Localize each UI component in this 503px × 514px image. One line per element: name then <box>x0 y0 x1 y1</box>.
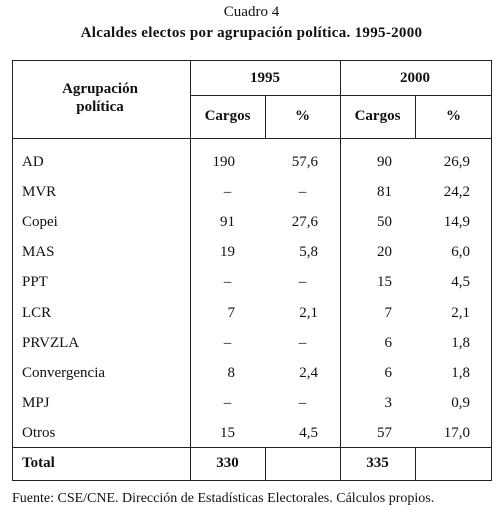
rule <box>12 138 492 139</box>
cell: 90 <box>377 154 392 170</box>
rule <box>12 480 492 481</box>
row-label: MAS <box>22 244 55 261</box>
column-header: % <box>446 108 461 124</box>
total-value: 330 <box>216 455 239 471</box>
cell: 15 <box>377 274 392 291</box>
cell: 7 <box>227 304 236 321</box>
cell: 91 <box>220 214 235 231</box>
cell: 50 <box>377 214 392 231</box>
group-header: Agrupación política <box>62 81 138 115</box>
cell: 1,8 <box>451 364 470 381</box>
total-label: Total <box>22 455 55 471</box>
column-header: Cargos <box>354 108 401 124</box>
cell: 17,0 <box>443 424 470 441</box>
rule <box>415 447 416 481</box>
rule <box>12 60 13 481</box>
row-label: MVR <box>22 184 57 201</box>
cell: 57 <box>377 424 392 441</box>
cell: 0,9 <box>451 394 470 411</box>
cell: 2,4 <box>299 364 318 381</box>
rule <box>12 447 492 448</box>
cell: – <box>223 184 232 201</box>
total-value: 335 <box>366 455 389 471</box>
cell: – <box>298 394 307 411</box>
cell: – <box>223 334 232 351</box>
column-header: Cargos <box>204 108 251 124</box>
row-label: LCR <box>22 304 52 321</box>
cell: 1,8 <box>451 334 470 351</box>
cell: 3 <box>384 394 393 411</box>
row-label: Otros <box>22 424 56 441</box>
cell: 6 <box>384 364 393 381</box>
cell: – <box>298 274 307 291</box>
cell: – <box>223 394 232 411</box>
cell: 5,8 <box>299 244 318 261</box>
rule <box>190 95 492 96</box>
rule <box>491 60 492 481</box>
cell: 26,9 <box>443 154 470 170</box>
cell: 19 <box>220 244 235 261</box>
row-label: PPT <box>22 274 48 291</box>
row-label: MPJ <box>22 394 50 411</box>
cell: 2,1 <box>299 304 318 321</box>
cell: 57,6 <box>291 154 318 170</box>
row-label: PRVZLA <box>22 334 80 351</box>
row-label: Copei <box>22 214 58 231</box>
year-header: 1995 <box>250 70 280 86</box>
cell: 4,5 <box>299 424 318 441</box>
rule <box>265 95 266 138</box>
year-header: 2000 <box>400 70 430 86</box>
subtitle: Alcaldes electos por agrupación política… <box>80 25 423 41</box>
cell: 27,6 <box>291 214 318 231</box>
row-label: Convergencia <box>22 364 106 381</box>
cell: 190 <box>212 154 236 170</box>
cell: 6,0 <box>451 244 470 261</box>
rule <box>340 60 341 481</box>
rule <box>12 60 492 61</box>
cell: 81 <box>377 184 392 201</box>
cell: 4,5 <box>451 274 470 291</box>
cell: 2,1 <box>451 304 470 321</box>
cell: 24,2 <box>443 184 470 201</box>
cell: 15 <box>220 424 235 441</box>
cell: – <box>298 184 307 201</box>
column-header: % <box>295 108 310 124</box>
footnote: Fuente: CSE/CNE. Dirección de Estadístic… <box>12 491 435 506</box>
cell: 8 <box>227 364 236 381</box>
title: Cuadro 4 <box>223 4 280 20</box>
row-label: AD <box>22 154 44 170</box>
rule <box>190 60 191 481</box>
cell: 14,9 <box>443 214 470 231</box>
rule <box>415 95 416 138</box>
cell: 6 <box>384 334 393 351</box>
cell: – <box>298 334 307 351</box>
cell: 7 <box>384 304 393 321</box>
cell: – <box>223 274 232 291</box>
rule <box>265 447 266 481</box>
cell: 20 <box>377 244 392 261</box>
